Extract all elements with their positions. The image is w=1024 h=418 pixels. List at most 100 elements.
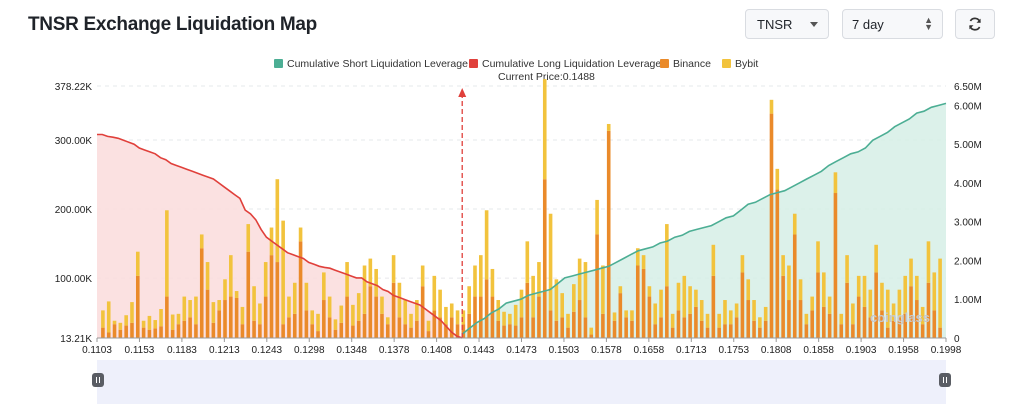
bar-binance [351,325,355,338]
bar-bybit [758,317,762,328]
bar-bybit [461,310,466,325]
bar-bybit [868,289,873,318]
bar-binance [362,313,367,338]
bar-bybit [391,255,396,283]
bar-binance [699,320,704,338]
bar-binance [833,193,838,338]
bar-bybit [275,179,280,263]
bar-bybit [577,258,582,301]
bar-bybit [816,241,820,273]
bar-binance [845,282,849,338]
bar-binance [106,332,111,338]
bar-bybit [351,304,355,326]
bar-bybit [612,312,617,321]
legend-item-long[interactable]: Cumulative Long Liquidation Leverage [469,58,661,70]
bar-bybit [130,302,134,323]
bar-binance [618,293,623,338]
x-axis-tick: 0.1713 [676,345,707,356]
bar-binance [502,325,506,338]
legend-item-bybit[interactable]: Bybit [722,58,758,70]
legend-label-bybit: Bybit [735,58,758,70]
bar-binance [856,296,861,338]
bar-bybit [234,291,239,298]
bar-binance [194,324,198,338]
bar-binance [915,300,919,338]
bar-binance [141,327,146,338]
bar-bybit [682,275,687,318]
bar-binance [624,317,628,338]
bar-bybit [926,241,931,283]
bar-binance [258,324,262,338]
bar-binance [170,329,175,338]
bar-bybit [333,319,338,330]
bar-bybit [403,300,408,325]
range-select[interactable]: 7 day ▲ ▼ [842,9,943,39]
symbol-select[interactable]: TNSR [745,9,829,39]
bar-bybit [316,313,320,332]
left-axis-tick: 100.00K [55,274,93,285]
bar-bybit [554,279,559,321]
bar-binance [711,275,716,338]
bar-bybit [618,286,623,294]
bar-binance [153,328,158,338]
bar-bybit [787,265,791,301]
legend-label-short: Cumulative Short Liquidation Leverage [287,58,468,70]
bar-bybit [548,213,553,311]
bar-bybit [566,313,570,328]
current-price-arrow [458,88,467,97]
range-slider-handle-left[interactable] [92,373,104,387]
bar-binance [676,310,681,338]
bar-binance [205,289,210,338]
right-axis-tick: 6.00M [954,101,982,112]
bar-bybit [205,262,210,290]
legend-item-binance[interactable]: Binance [660,58,711,70]
bar-bybit [891,303,896,321]
bar-binance [188,317,192,338]
bar-bybit [897,289,902,318]
bar-bybit [298,227,303,242]
bar-binance [479,296,483,338]
x-axis-tick: 0.1153 [125,345,155,356]
bar-bybit [589,327,594,335]
bar-bybit [415,300,419,321]
range-slider-handle-right[interactable] [939,373,951,387]
bar-binance [630,320,634,338]
bar-bybit [479,255,483,297]
bar-bybit [932,272,937,311]
bar-binance [263,296,268,338]
bar-bybit [583,262,588,318]
bar-bybit [240,306,245,325]
bar-binance [542,179,547,338]
bar-bybit [385,317,390,325]
bar-bybit [432,275,437,311]
bar-bybit [496,300,501,321]
bar-bybit [473,265,477,297]
bar-bybit [165,210,169,297]
bar-binance [118,329,123,338]
bar-binance [339,322,344,338]
refresh-button[interactable] [955,9,995,39]
right-axis-tick: 1.00M [954,295,982,306]
bar-bybit [665,224,669,287]
bar-bybit [159,309,163,327]
bar-binance [391,282,396,338]
bars [101,79,942,338]
bar-bybit [740,255,745,273]
bar-bybit [438,289,442,318]
range-slider[interactable] [92,360,951,404]
page-title: TNSR Exchange Liquidation Map [28,14,317,35]
left-axis-tick: 378.22K [55,82,93,93]
right-axis-tick: 2.00M [954,256,982,267]
bar-bybit [915,275,919,301]
bar-binance [426,331,431,338]
bar-binance [728,324,733,338]
bar-bybit [851,303,855,325]
axes: 378.22K 300.00K 200.00K 100.00K 13.21K 6.50M 6… [55,82,982,356]
bar-bybit [734,303,739,318]
bar-binance [112,324,117,338]
legend-item-short[interactable]: Cumulative Short Liquidation Leverage [274,58,468,70]
bar-binance [705,327,710,338]
bar-binance [304,310,309,338]
bar-bybit [659,289,663,318]
